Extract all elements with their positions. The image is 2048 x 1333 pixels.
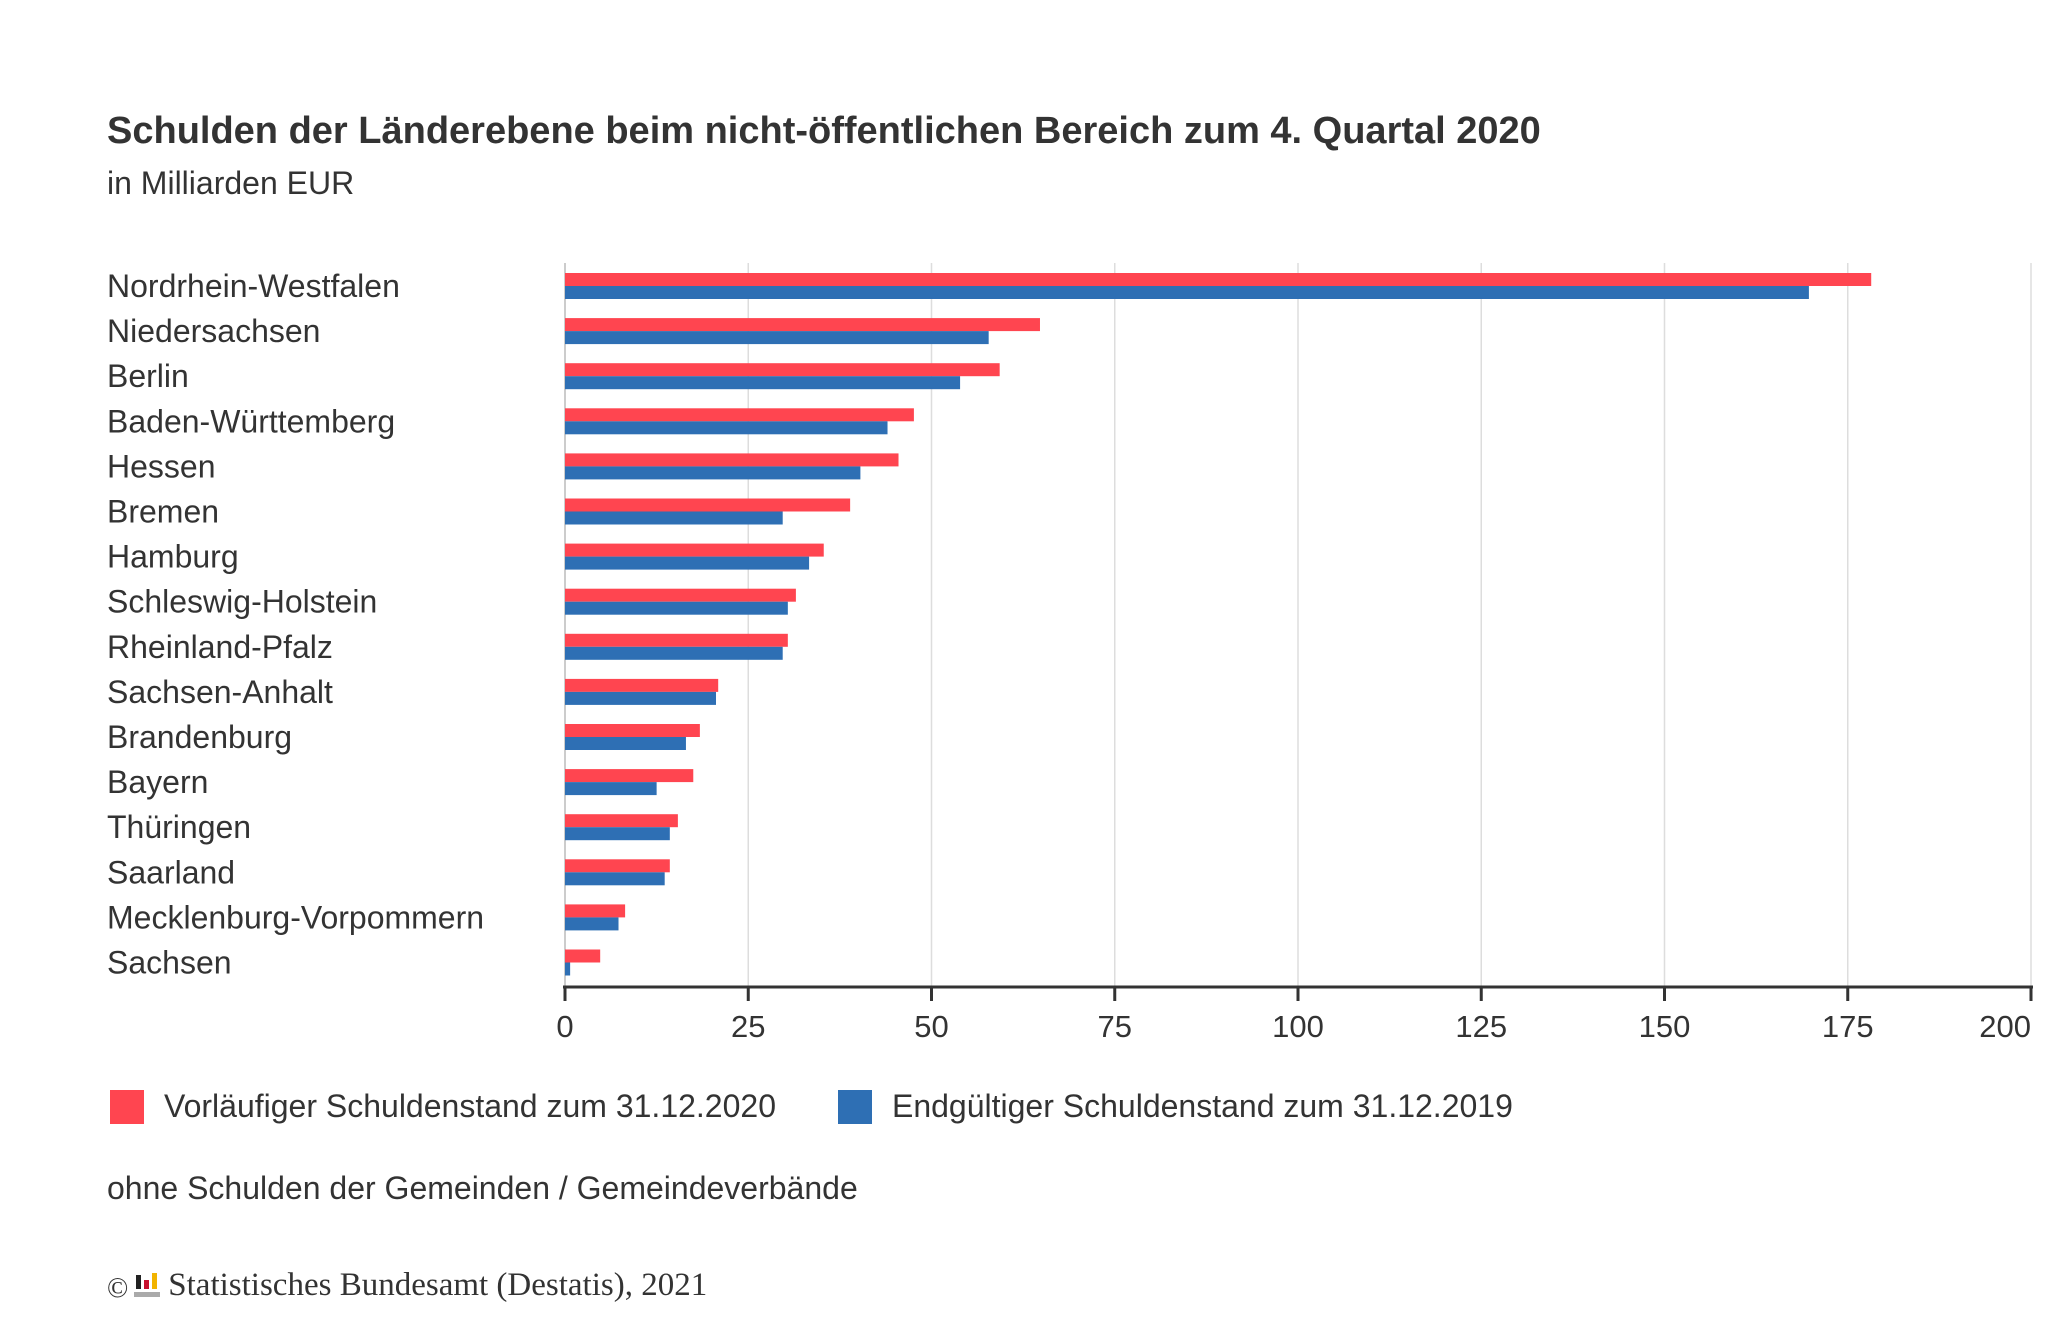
category-label: Mecklenburg-Vorpommern — [107, 899, 484, 935]
bar-2019 — [565, 782, 657, 796]
category-label: Sachsen — [107, 945, 232, 981]
chart-note: ohne Schulden der Gemeinden / Gemeindeve… — [107, 1170, 858, 1206]
bar-2019 — [565, 917, 619, 931]
x-tick-label: 75 — [1098, 1009, 1132, 1044]
chart-title: Schulden der Länderebene beim nicht-öffe… — [107, 110, 1541, 152]
category-label: Baden-Württemberg — [107, 403, 395, 439]
legend: Vorläufiger Schuldenstand zum 31.12.2020… — [110, 1088, 1575, 1125]
x-tick-label: 125 — [1455, 1009, 1507, 1044]
destatis-logo-icon — [134, 1272, 161, 1298]
bar-2020 — [565, 588, 796, 602]
bar-2019 — [565, 286, 1809, 299]
bar-2020 — [565, 453, 899, 467]
category-label: Schleswig-Holstein — [107, 584, 377, 620]
category-label: Niedersachsen — [107, 313, 320, 349]
bar-2020 — [565, 633, 788, 647]
category-label: Hamburg — [107, 539, 239, 575]
bar-2020 — [565, 814, 678, 828]
bar-2019 — [565, 601, 788, 615]
bar-2019 — [565, 872, 665, 886]
chart-subtitle: in Milliarden EUR — [107, 165, 355, 201]
legend-item-2020[interactable]: Vorläufiger Schuldenstand zum 31.12.2020 — [110, 1088, 776, 1125]
bar-2020 — [565, 318, 1040, 332]
bar-2020 — [565, 678, 719, 692]
bar-2019 — [565, 827, 670, 841]
bar-2020 — [565, 408, 914, 422]
bar-2020 — [565, 859, 670, 873]
bar-2020 — [565, 904, 626, 918]
bar-2019 — [565, 331, 989, 345]
category-label: Hessen — [107, 448, 216, 484]
legend-label-2020: Vorläufiger Schuldenstand zum 31.12.2020 — [164, 1088, 776, 1124]
bar-2020 — [565, 363, 1000, 377]
category-label: Sachsen-Anhalt — [107, 674, 333, 710]
bar-2019 — [565, 466, 861, 480]
bar-2019 — [565, 646, 783, 660]
x-tick-label: 150 — [1639, 1009, 1691, 1044]
legend-swatch-2020 — [110, 1089, 144, 1124]
bar-2019 — [565, 691, 716, 705]
category-label: Saarland — [107, 854, 235, 890]
legend-label-2019: Endgültiger Schuldenstand zum 31.12.2019 — [891, 1088, 1513, 1124]
legend-swatch-2019 — [837, 1089, 872, 1124]
bar-2019 — [565, 421, 888, 435]
x-tick-label: 200 — [1979, 1009, 2031, 1044]
bar-2020 — [565, 949, 601, 963]
category-label: Bayern — [107, 764, 208, 800]
category-label: Thüringen — [107, 809, 251, 845]
source-credit: © Statistisches Bundesamt (Destatis), 20… — [107, 1265, 707, 1305]
bar-2020 — [565, 724, 700, 737]
legend-item-2019[interactable]: Endgültiger Schuldenstand zum 31.12.2019 — [837, 1088, 1513, 1125]
bar-2019 — [565, 556, 810, 570]
bar-2020 — [565, 498, 851, 512]
x-tick-label: 0 — [556, 1009, 573, 1044]
bar-2019 — [565, 376, 961, 390]
category-label: Rheinland-Pfalz — [107, 629, 333, 665]
bar-2020 — [565, 543, 824, 557]
copyright-symbol: © — [107, 1273, 129, 1304]
x-tick-label: 175 — [1822, 1009, 1874, 1044]
source-text: Statistisches Bundesamt (Destatis), 2021 — [168, 1266, 708, 1303]
bar-2019 — [565, 511, 783, 525]
bar-2019 — [565, 962, 571, 976]
bar-2019 — [565, 737, 686, 750]
bar-2020 — [565, 769, 694, 783]
x-tick-label: 50 — [914, 1009, 948, 1044]
x-tick-label: 25 — [731, 1009, 765, 1044]
category-label: Brandenburg — [107, 719, 292, 755]
category-label: Berlin — [107, 358, 189, 394]
x-tick-label: 100 — [1272, 1009, 1324, 1044]
bar-2020 — [565, 273, 1872, 286]
category-label: Nordrhein-Westfalen — [107, 268, 400, 304]
category-label: Bremen — [107, 494, 219, 530]
